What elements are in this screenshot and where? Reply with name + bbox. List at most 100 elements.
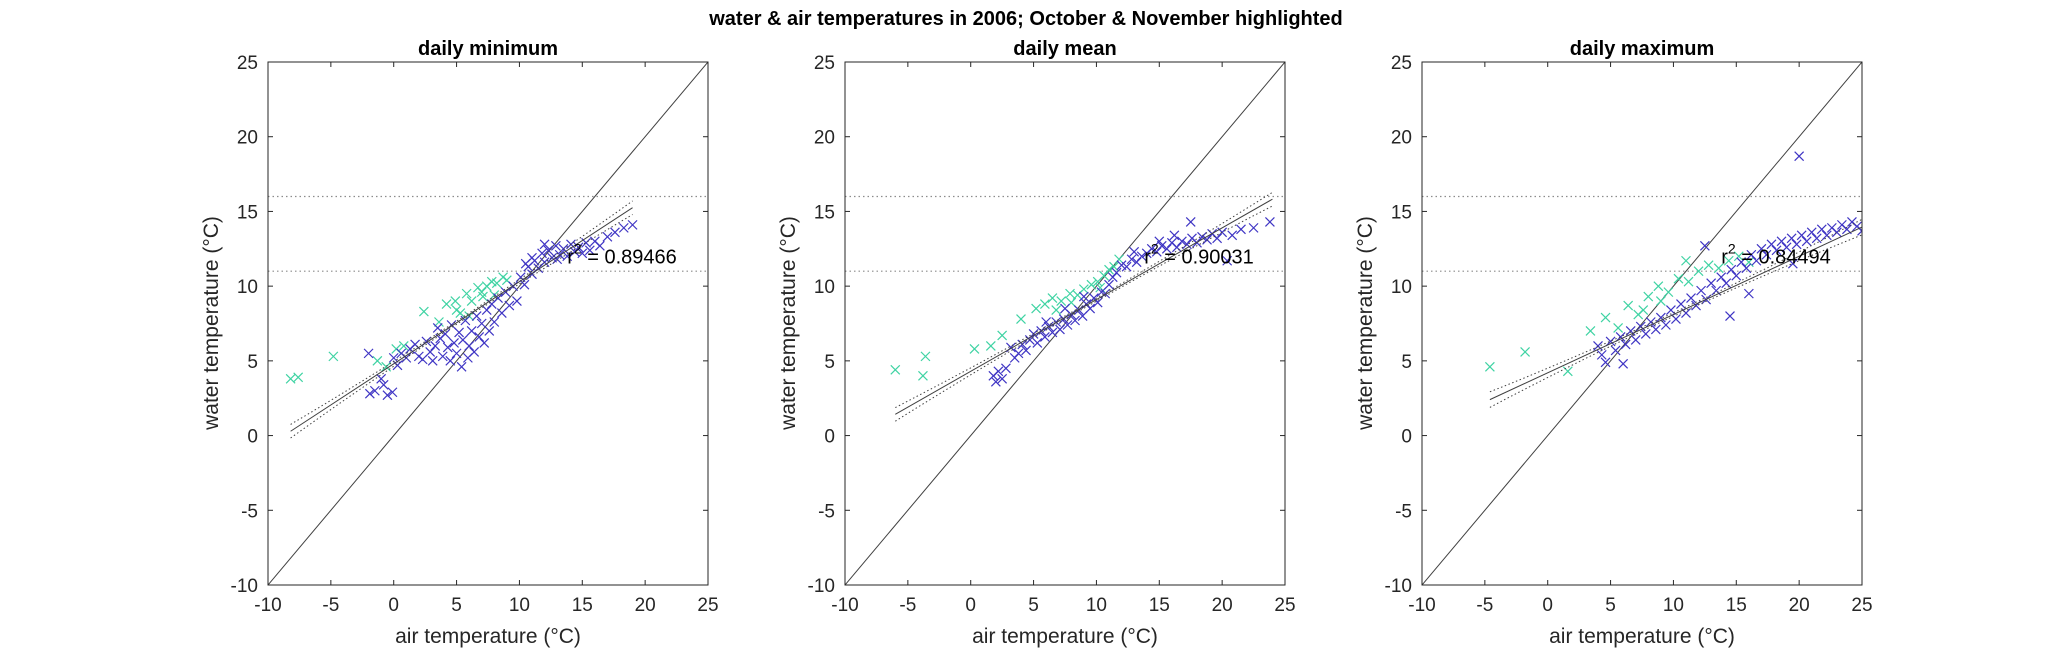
highlight-point xyxy=(1047,293,1058,304)
highlight-point xyxy=(293,372,304,383)
data-point xyxy=(1736,257,1747,268)
data-point xyxy=(1131,257,1142,268)
highlight-point xyxy=(1520,346,1531,357)
y-axis-label: water temperature (°C) xyxy=(200,216,223,431)
data-point xyxy=(445,355,456,366)
x-tick-label: 25 xyxy=(1851,595,1872,616)
axes-box xyxy=(267,61,709,586)
highlight-point xyxy=(985,340,996,351)
data-point xyxy=(1794,151,1805,162)
data-point xyxy=(1092,297,1103,308)
plot-area xyxy=(1422,62,1862,585)
highlight-point xyxy=(1713,263,1724,274)
data-point xyxy=(1596,349,1607,360)
r-squared-base: r xyxy=(1721,246,1728,268)
highlight-point xyxy=(1562,366,1573,377)
y-tick-label: -10 xyxy=(808,576,835,597)
y-tick-label: -10 xyxy=(231,576,258,597)
y-tick-label: 10 xyxy=(1391,277,1412,298)
data-point xyxy=(1806,227,1817,238)
highlight-point xyxy=(1086,279,1097,290)
data-point xyxy=(479,338,490,348)
data-point xyxy=(562,251,573,262)
x-tick-label: -10 xyxy=(254,595,281,616)
data-point xyxy=(1821,230,1832,241)
data-point xyxy=(1831,227,1842,238)
data-point xyxy=(417,354,428,365)
data-point xyxy=(993,366,1004,377)
data-point xyxy=(504,300,515,311)
data-point xyxy=(364,388,375,399)
data-point xyxy=(440,329,451,339)
data-point xyxy=(1236,224,1246,235)
data-point xyxy=(1126,254,1137,265)
data-point xyxy=(376,373,387,384)
highlight-point xyxy=(1078,284,1089,295)
subplot-daily-mean: daily mean air temperature (°C) water te… xyxy=(777,38,1296,648)
y-tick-label: 25 xyxy=(814,53,835,74)
data-point xyxy=(382,390,393,401)
data-point xyxy=(1161,243,1172,254)
y-tick-label: 10 xyxy=(237,277,258,298)
data-point xyxy=(1593,340,1603,351)
data-point xyxy=(990,376,1001,387)
data-point xyxy=(1721,278,1732,289)
x-tick-label: 5 xyxy=(1605,595,1616,616)
plot-area xyxy=(845,62,1285,585)
data-point xyxy=(464,340,475,351)
x-tick-label: 5 xyxy=(451,595,462,616)
x-axis-label: air temperature (°C) xyxy=(972,625,1158,648)
confidence-band xyxy=(290,200,633,425)
highlight-point xyxy=(398,340,409,351)
data-point xyxy=(550,240,561,251)
data-point xyxy=(1676,299,1686,309)
highlight-point xyxy=(328,351,339,362)
r-squared-exponent: 2 xyxy=(574,240,582,256)
x-tick-label: 20 xyxy=(635,595,656,616)
data-point xyxy=(1671,314,1681,324)
x-tick-label: -10 xyxy=(831,595,858,616)
x-tick-label: 10 xyxy=(509,595,530,616)
data-point xyxy=(474,332,485,342)
y-tick-label: 10 xyxy=(814,277,835,298)
highlight-point xyxy=(372,355,383,366)
data-point xyxy=(594,240,605,251)
data-point xyxy=(1264,216,1275,227)
data-point xyxy=(1665,305,1676,315)
x-tick-label: -5 xyxy=(1476,595,1493,616)
highlight-point xyxy=(1623,300,1634,311)
y-tick-label: 25 xyxy=(1391,53,1412,74)
data-point xyxy=(1686,293,1696,304)
data-point xyxy=(1085,303,1096,314)
data-point xyxy=(1771,245,1782,256)
r-squared-annotation: r2 = 0.89466 xyxy=(567,240,677,268)
r-squared-annotation: r2 = 0.90031 xyxy=(1144,240,1254,268)
x-tick-label: 0 xyxy=(1542,595,1553,616)
highlight-point xyxy=(285,373,296,384)
r-squared-value: = 0.89466 xyxy=(582,246,677,268)
data-point xyxy=(1696,285,1707,296)
x-tick-label: 20 xyxy=(1212,595,1233,616)
data-point xyxy=(1743,288,1754,299)
highlight-point xyxy=(1643,291,1654,302)
data-point xyxy=(1630,335,1641,345)
highlight-point xyxy=(451,305,462,315)
r-squared-exponent: 2 xyxy=(1151,240,1159,256)
highlight-point xyxy=(890,364,901,375)
data-point xyxy=(1182,239,1192,250)
data-point xyxy=(378,379,389,390)
y-tick-label: 15 xyxy=(1391,202,1412,223)
highlight-point xyxy=(1065,288,1075,299)
data-point xyxy=(1078,291,1089,302)
highlight-point xyxy=(1056,296,1067,307)
data-point xyxy=(1111,267,1122,278)
y-axis-label: water temperature (°C) xyxy=(777,216,800,431)
data-point xyxy=(618,222,629,233)
highlight-point xyxy=(1733,251,1744,262)
data-point xyxy=(1156,240,1167,251)
x-tick-label: 25 xyxy=(697,595,718,616)
data-point xyxy=(1816,224,1827,235)
y-axis-label: water temperature (°C) xyxy=(1354,216,1377,431)
subplot-title: daily minimum xyxy=(418,38,558,60)
y-tick-label: 20 xyxy=(1391,128,1412,149)
